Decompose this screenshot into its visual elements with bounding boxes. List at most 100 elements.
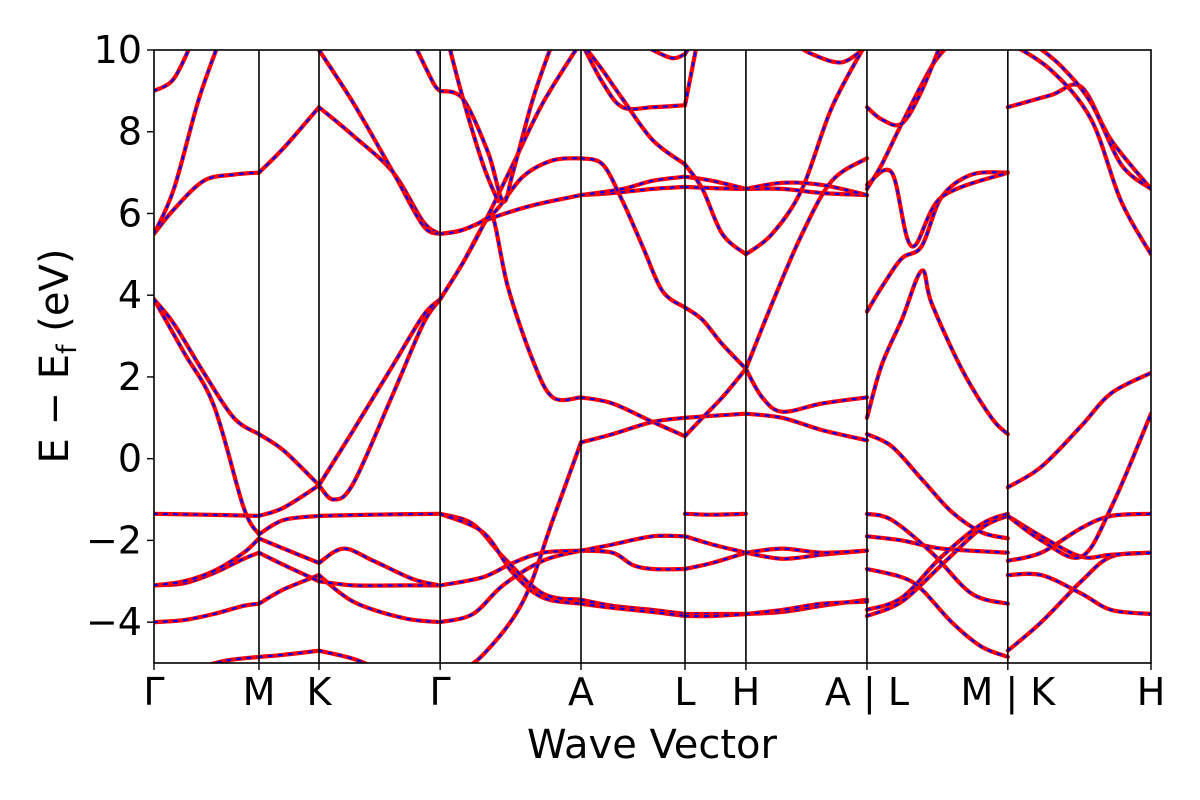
x-tick-label-1: M — [243, 670, 276, 714]
band-line-model-seg3-b7 — [439, 194, 583, 235]
band-line-model-seg8-b7 — [1019, 50, 1151, 256]
band-line-model-seg7-b8 — [865, 168, 1009, 248]
band-line-model-seg4-b3 — [579, 534, 687, 552]
band-line-dft-seg4-b10 — [584, 50, 688, 167]
band-line-model-seg3-b1 — [439, 549, 583, 587]
band-line-model-seg6-b1 — [744, 600, 869, 616]
band-line-dft-seg8-b7 — [1017, 50, 1151, 257]
band-line-model-seg7-b9 — [865, 50, 946, 190]
band-line-dft-seg0-b1 — [154, 550, 262, 588]
band-line-dft-seg5-b10 — [682, 162, 748, 257]
band-line-dft-seg7-b7 — [864, 170, 1010, 314]
band-line-model-seg2-b0 — [317, 574, 442, 624]
band-line-model-seg7-b2 — [865, 567, 1009, 658]
band-line-model-seg0-b4 — [154, 298, 261, 536]
band-line-dft-seg1-b6 — [256, 105, 322, 175]
band-line-model-seg8-b1 — [1006, 572, 1151, 616]
band-line-dft-seg8-b1 — [1005, 571, 1151, 617]
band-line-model-seg4-b2 — [579, 549, 687, 571]
y-axis-title: E − Ef (eV) — [32, 249, 83, 464]
band-line-model-seg5-b7 — [683, 306, 747, 370]
band-line-model-seg3-b6 — [439, 50, 578, 301]
band-line-dft-seg0-b7 — [154, 50, 219, 236]
band-line-dft-seg5-b9 — [682, 174, 748, 191]
band-line-dft-seg2-b2 — [316, 546, 443, 588]
band-line-model-seg2-b1 — [317, 580, 442, 587]
band-line-model-seg4-b4 — [579, 416, 687, 444]
band-line-model-seg6-b4 — [744, 412, 869, 442]
band-line-model-seg3-b3 — [439, 512, 583, 605]
band-line-dft-seg3-b5 — [438, 211, 584, 403]
band-line-model-seg6-b8 — [744, 187, 869, 197]
band-line-dft-seg4-b9 — [582, 50, 688, 112]
band-line-dft-seg8-b8 — [1038, 50, 1151, 191]
y-tick-label-1: −2 — [86, 518, 142, 562]
band-line-dft-seg1-b1 — [256, 550, 322, 584]
band-line-dft-seg5-b3 — [682, 534, 748, 555]
band-line-model-seg0-b2 — [154, 537, 261, 587]
band-line-model-seg0-b0 — [154, 602, 261, 624]
band-line-model-seg8-b0 — [1006, 551, 1151, 652]
x-tick-label-4: A — [568, 670, 594, 714]
x-tick-label-6: H — [732, 670, 761, 714]
y-tick-label-7: 10 — [94, 28, 142, 72]
band-line-dft-seg2-b8 — [316, 648, 370, 663]
band-line-dft-seg0-b5 — [154, 297, 262, 437]
band-line-dft-seg1-b2 — [256, 536, 322, 565]
y-tick-label-5: 6 — [118, 191, 142, 235]
band-line-dft-seg3-b7 — [438, 193, 584, 236]
band-line-model-seg5-b4 — [683, 512, 747, 516]
band-line-model-seg5-b5 — [683, 412, 747, 419]
band-line-model-seg6-b6 — [744, 157, 869, 370]
band-line-model-seg6-b9 — [744, 181, 869, 197]
high-symmetry-lines — [258, 50, 1009, 663]
band-line-model-seg6-b7 — [744, 50, 864, 256]
band-line-model-seg4-b10 — [585, 50, 687, 166]
band-line-dft-seg1-b3 — [256, 513, 322, 537]
x-tick-label-2: K — [307, 670, 333, 714]
band-line-model-seg4-b11 — [651, 50, 687, 60]
band-line-dft-seg3-b0 — [438, 548, 584, 625]
band-line-model-seg3-b9 — [439, 50, 552, 203]
band-line-model-seg5-b12 — [683, 50, 689, 56]
band-line-model-seg0-b9 — [211, 655, 261, 663]
band-line-dft-seg6-b5 — [743, 366, 870, 414]
band-line-dft-seg4-b3 — [578, 533, 688, 553]
x-tick-label-7: A | L — [825, 670, 909, 715]
band-line-model-seg8-b5 — [1006, 412, 1151, 559]
band-line-model-seg6-b3 — [744, 547, 869, 554]
y-tick-label-2: 0 — [118, 437, 142, 481]
band-line-model-seg2-b3 — [317, 512, 442, 517]
plot-frame — [153, 49, 1152, 664]
band-line-model-seg4-b5 — [579, 396, 687, 438]
band-line-model-seg5-b10 — [683, 163, 747, 256]
band-line-dft-seg8-b5 — [1005, 411, 1151, 560]
y-axis-title-unit: (eV) — [32, 249, 78, 345]
band-line-dft-seg8-b4 — [1005, 370, 1151, 490]
band-line-model-seg5-b1 — [683, 612, 747, 618]
band-line-model-seg7-b7 — [865, 171, 1009, 313]
band-line-model-seg4-b7 — [579, 175, 687, 197]
band-line-model-seg5-b11 — [683, 50, 697, 107]
y-tick-label-0: −4 — [86, 600, 142, 644]
band-lines — [154, 50, 1151, 663]
band-line-dft-seg3-b6 — [438, 50, 579, 302]
band-line-dft-seg0-b4 — [154, 297, 262, 537]
band-line-model-seg6-b10 — [802, 50, 864, 64]
band-line-model-seg2-b6 — [317, 106, 442, 235]
band-line-model-seg5-b6 — [683, 367, 747, 438]
band-line-model-seg2-b9 — [415, 50, 442, 92]
band-line-model-seg7-b10 — [865, 50, 940, 127]
band-line-dft-seg6-b4 — [743, 411, 870, 443]
band-line-model-seg8-b6 — [1006, 83, 1151, 190]
x-tick-label-0: Γ — [143, 670, 164, 714]
band-line-model-seg1-b7 — [257, 649, 321, 658]
band-line-model-seg8-b2 — [1006, 512, 1151, 562]
band-line-dft-seg4-b5 — [578, 395, 688, 439]
y-axis: −4 −2 0 2 4 6 8 10 — [86, 28, 154, 644]
band-line-model-seg7-b6 — [865, 269, 1009, 436]
band-line-dft-seg1-b5 — [256, 432, 322, 488]
band-line-model-seg3-b10 — [449, 50, 500, 203]
